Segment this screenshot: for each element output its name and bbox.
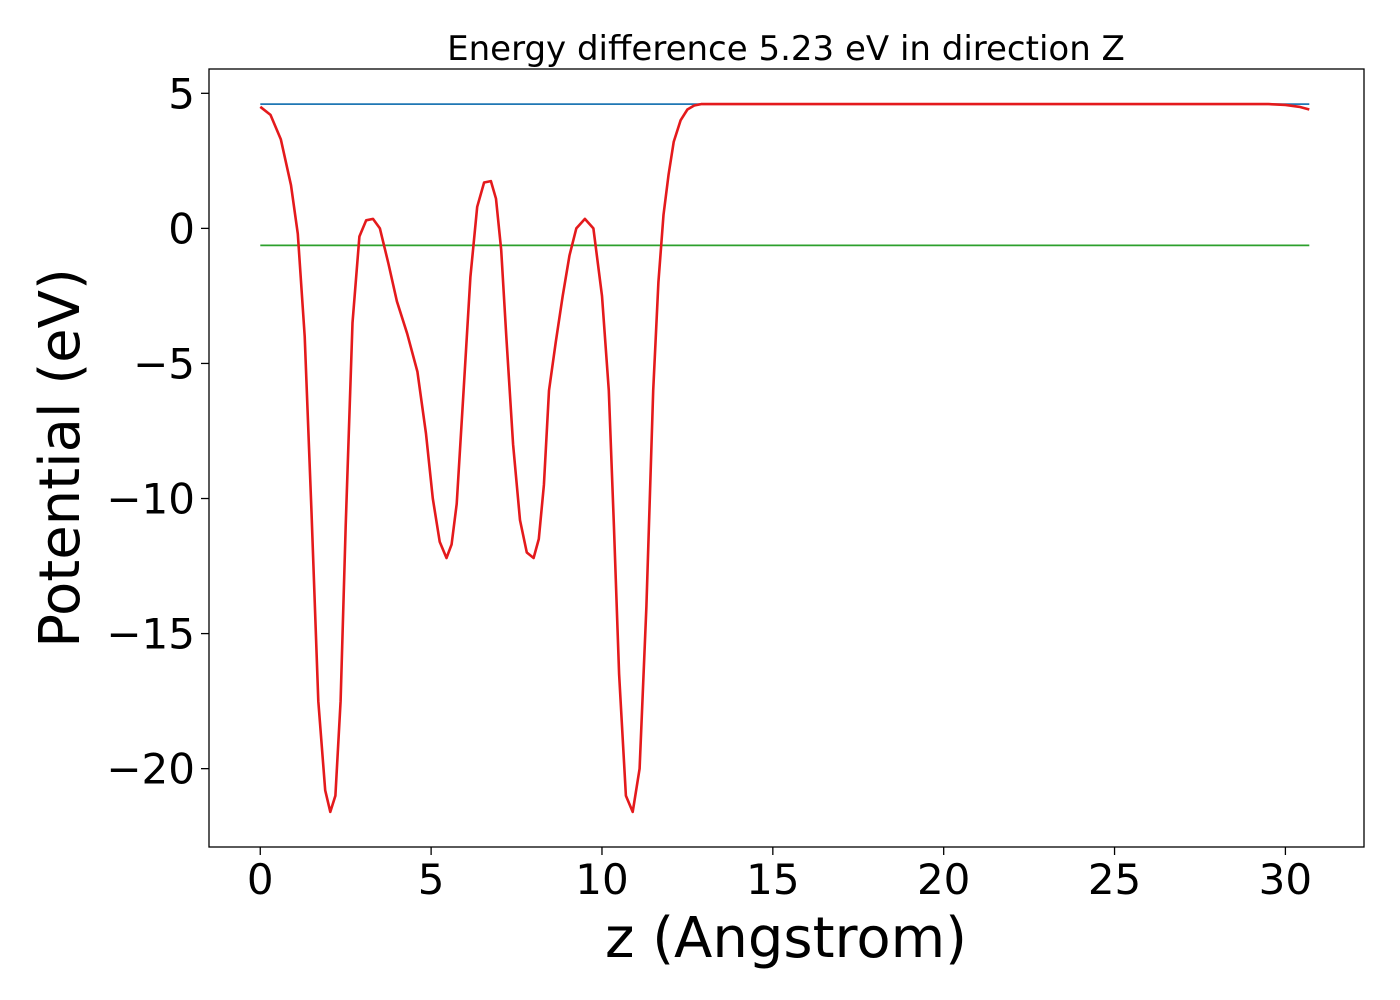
y-tick-label: 0 [168,204,195,253]
plot-lines [259,102,1310,814]
x-axis-label: z (Angstrom) [605,906,967,971]
plot-frame [208,68,1365,848]
x-tick-label: 15 [746,855,799,904]
x-tick-label: 5 [418,855,445,904]
chart-title: Energy difference 5.23 eV in direction Z [447,29,1125,69]
x-tick-label: 30 [1259,855,1312,904]
x-axis-ticks: 0 5 10 15 20 25 30 [247,847,1312,904]
y-tick-label: −20 [106,745,195,794]
y-tick-label: 5 [168,69,195,118]
y-axis-ticks: 5 0 −5 −10 −15 −20 [106,69,209,794]
x-tick-label: 25 [1088,855,1141,904]
y-axis-label: Potential (eV) [28,268,93,648]
y-tick-label: −5 [133,339,195,388]
series-line-2 [259,102,1310,814]
y-tick-label: −15 [106,610,195,659]
x-tick-label: 20 [917,855,970,904]
x-tick-label: 0 [247,855,274,904]
x-tick-label: 10 [575,855,628,904]
y-tick-label: −10 [106,475,195,524]
